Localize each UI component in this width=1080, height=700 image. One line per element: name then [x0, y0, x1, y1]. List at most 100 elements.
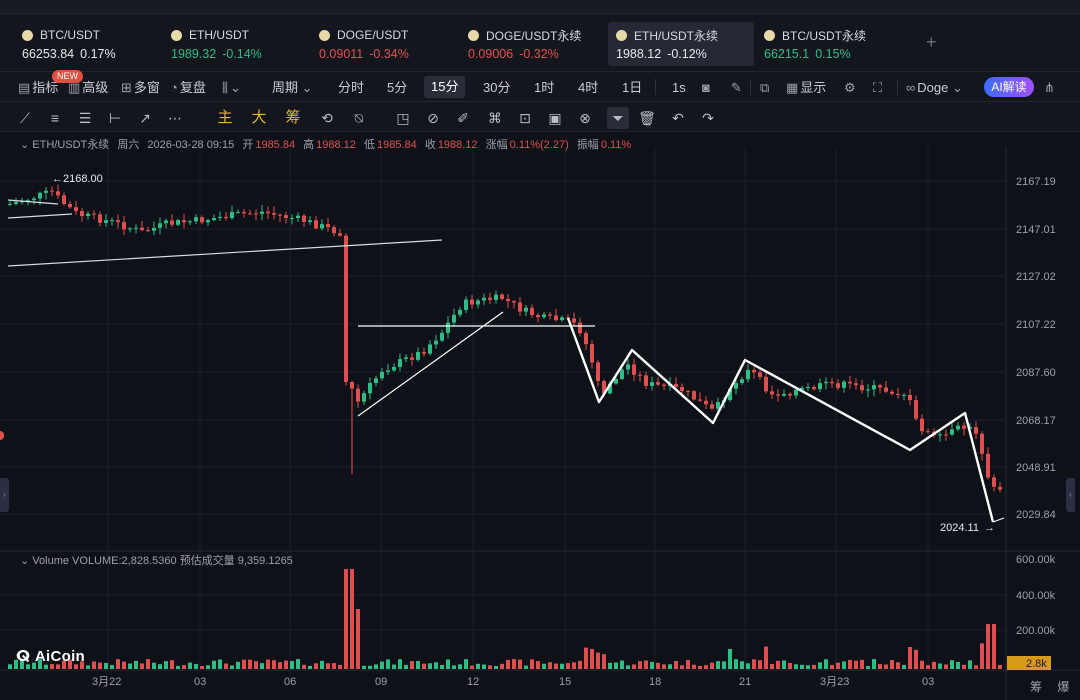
- pattern-icon[interactable]: ⌘: [488, 110, 502, 126]
- filter-icon[interactable]: ⏷: [607, 107, 629, 129]
- ticker-name: BTC/USDT: [40, 28, 100, 42]
- delete-icon[interactable]: 🗑: [638, 110, 656, 126]
- ticker-tab-doge-usdt-perp[interactable]: DOGE/USDT永续 0.09006 -0.32%: [460, 22, 589, 66]
- candle-body: [590, 344, 594, 363]
- hide-drawings-icon[interactable]: ⍉: [354, 110, 364, 126]
- ruler-icon[interactable]: ⊘: [427, 110, 439, 126]
- volume-bar: [170, 660, 174, 669]
- candle-body: [32, 198, 36, 201]
- volume-bar: [392, 664, 396, 669]
- draw-pen-icon[interactable]: ✎: [731, 80, 742, 95]
- candle-body: [602, 380, 606, 394]
- period-dropdown[interactable]: 周期 ⌄: [272, 78, 315, 98]
- price-tick: 2127.02: [1016, 271, 1056, 283]
- advanced-button[interactable]: ▥ 高级: [68, 78, 108, 98]
- left-panel-toggle[interactable]: ›: [0, 478, 9, 512]
- indicators-button[interactable]: ▤ 指标: [18, 78, 58, 98]
- candle-body: [614, 378, 618, 384]
- display-button[interactable]: ▦ 显示: [786, 78, 826, 98]
- horizontal-ray-icon[interactable]: ⊢: [108, 110, 122, 126]
- trend-line-drawing: [7, 213, 73, 219]
- close-value: 1988.12: [437, 139, 478, 151]
- volume-bar: [266, 659, 270, 669]
- candle-body: [332, 227, 336, 234]
- volume-bar: [686, 659, 690, 669]
- main-chart-button[interactable]: 主: [217, 109, 233, 126]
- brush-icon[interactable]: ✐: [457, 110, 469, 126]
- lock-icon[interactable]: ⊡: [519, 110, 531, 126]
- volume-bar: [182, 664, 186, 669]
- period-tab-5m[interactable]: 5分: [387, 80, 408, 95]
- period-tab-4h[interactable]: 4时: [578, 80, 599, 95]
- collapse-chevron-icon[interactable]: ⌄: [20, 139, 33, 151]
- replay-label: 复盘: [179, 80, 206, 95]
- ticker-tab-doge-usdt[interactable]: DOGE/USDT 0.09011 -0.34%: [311, 22, 423, 66]
- coin-select-dropdown[interactable]: ∞ Doge ⌄: [906, 78, 965, 98]
- undo-icon[interactable]: ↶: [672, 110, 684, 126]
- candle-body: [758, 372, 762, 377]
- one-second-button[interactable]: 1s: [672, 80, 686, 95]
- candle-body: [872, 385, 876, 390]
- camera-icon[interactable]: ◙: [702, 80, 710, 95]
- volume-bar: [728, 648, 732, 669]
- chip-liquidation-labels[interactable]: 筹 爆: [1030, 680, 1076, 694]
- candlestick-chart[interactable]: ← 2168.00 2024.11 → 2167.19 2147.01 2127…: [0, 132, 1080, 700]
- ticker-tab-btc-usdt-perp[interactable]: BTC/USDT永续 66215.1 0.15%: [756, 22, 874, 66]
- parallel-lines-icon[interactable]: ≡: [50, 110, 60, 126]
- candle-body: [146, 230, 150, 232]
- volume-bar: [980, 643, 984, 669]
- trend-line-icon[interactable]: ⟋: [20, 110, 30, 126]
- user-drawings[interactable]: [7, 199, 1005, 523]
- volume-axis: 600.00k 400.00k 200.00k: [1016, 554, 1056, 637]
- magnet-icon[interactable]: ⟲: [321, 110, 333, 126]
- period-tab-1h[interactable]: 1时: [534, 80, 555, 95]
- shape-icon[interactable]: ◳: [396, 110, 410, 126]
- volume-bar: [332, 663, 336, 669]
- candle-body: [518, 302, 522, 312]
- candle-body: [386, 370, 390, 372]
- settings-gear-icon[interactable]: ⚙: [844, 80, 856, 95]
- candle-body: [572, 318, 576, 323]
- more-tools-icon[interactable]: ⋯: [168, 110, 182, 126]
- big-order-button[interactable]: 大: [251, 109, 267, 126]
- price-tick: 2029.84: [1016, 509, 1056, 521]
- fullscreen-icon[interactable]: ⛶: [873, 80, 883, 95]
- link-drawing-icon[interactable]: ⊗: [579, 110, 591, 126]
- add-tab-button[interactable]: +: [926, 32, 937, 52]
- multi-window-label: 多窗: [133, 80, 160, 95]
- period-tab-1d[interactable]: 1日: [622, 80, 643, 95]
- time-tick: 21: [739, 676, 751, 688]
- volume-bar: [320, 660, 324, 669]
- volume-bar: [200, 665, 204, 669]
- candle-body: [728, 388, 732, 401]
- notes-icon[interactable]: ▣: [548, 110, 562, 126]
- period-tab-30m[interactable]: 30分: [483, 80, 511, 95]
- replay-button[interactable]: ◔ 复盘: [170, 78, 206, 98]
- candle-body: [308, 220, 312, 222]
- volume-bar: [428, 663, 432, 669]
- ticker-tab-btc-usdt[interactable]: BTC/USDT 66253.84 0.17%: [14, 22, 130, 66]
- share-icon[interactable]: ⋔: [1044, 80, 1055, 95]
- chart-area[interactable]: ← 2168.00 2024.11 → 2167.19 2147.01 2127…: [0, 132, 1080, 700]
- redo-icon[interactable]: ↷: [702, 110, 714, 126]
- layout-icon[interactable]: ⧉: [760, 80, 770, 95]
- volume-bar: [410, 661, 414, 669]
- candle-body: [266, 211, 270, 214]
- period-tab-timeshare[interactable]: 分时: [338, 80, 365, 95]
- multi-window-button[interactable]: ⊞ 多窗: [121, 78, 160, 98]
- arrow-line-icon[interactable]: ↗: [139, 110, 151, 126]
- ticker-tab-eth-usdt[interactable]: ETH/USDT 1989.32 -0.14%: [163, 22, 276, 66]
- candle-body: [584, 333, 588, 345]
- volume-bar: [962, 664, 966, 669]
- period-tab-15m[interactable]: 15分: [424, 76, 466, 98]
- right-panel-toggle[interactable]: ‹: [1066, 478, 1075, 512]
- amplitude-value: 0.11%: [600, 139, 632, 151]
- volume-bar: [236, 661, 240, 669]
- ai-interpret-button[interactable]: AI解读: [984, 77, 1034, 97]
- collapse-chevron-icon[interactable]: ⌄: [20, 555, 33, 567]
- horizontal-lines-icon[interactable]: ☰: [78, 110, 92, 126]
- chip-distribution-button[interactable]: 筹: [285, 109, 301, 126]
- chart-type-button[interactable]: ⫼ ⌄: [222, 78, 243, 98]
- volume-bar: [398, 659, 402, 669]
- ticker-tab-eth-usdt-perp[interactable]: ETH/USDT永续 1988.12 -0.12%: [608, 22, 754, 66]
